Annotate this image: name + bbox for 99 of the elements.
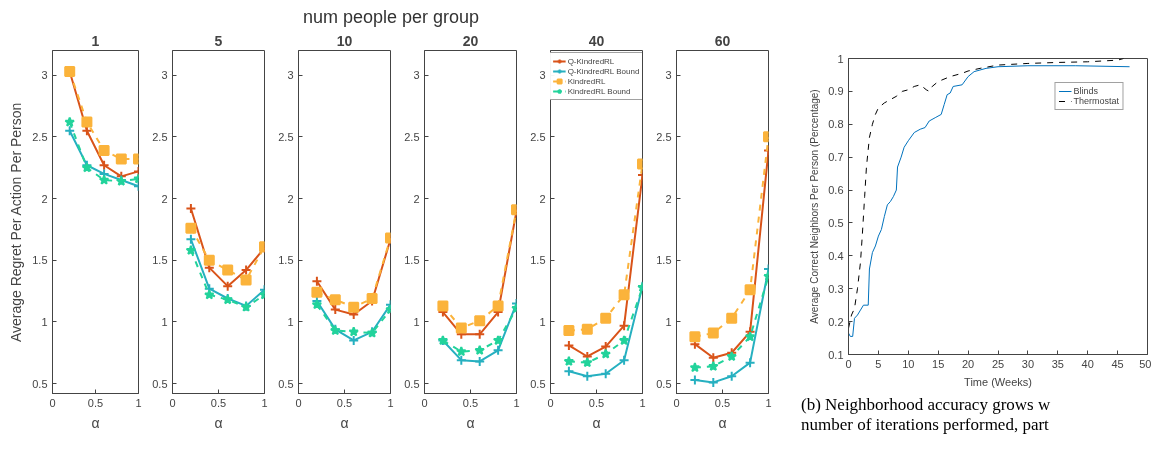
y-tick-label: 0.7 bbox=[828, 151, 844, 164]
y-tick-label: 3 bbox=[539, 69, 546, 82]
y-tick-label: 1 bbox=[287, 315, 294, 328]
x-tick-label: 50 bbox=[1139, 357, 1152, 370]
x-tick-label: 0.5 bbox=[588, 396, 605, 409]
legend-label: Q-KindredRL bbox=[567, 56, 615, 66]
y-tick-label: 2.5 bbox=[404, 130, 420, 143]
x-tick-label: 1 bbox=[135, 396, 142, 409]
x-tick-label: 0 bbox=[673, 396, 680, 409]
text: (b) Neighborhood accuracy grows w bbox=[801, 395, 1051, 414]
legend-label: Thermostat bbox=[1073, 96, 1119, 106]
chart-title: 60 bbox=[714, 32, 731, 49]
x-axis-title: α bbox=[340, 414, 349, 431]
x-tick-label: 0 bbox=[295, 396, 302, 409]
x-tick-label: 1 bbox=[765, 396, 772, 409]
y-tick-label: 3 bbox=[161, 69, 168, 82]
y-tick-label: 3 bbox=[665, 69, 672, 82]
y-tick-label: 2 bbox=[161, 192, 168, 205]
x-tick-label: 45 bbox=[1111, 357, 1124, 370]
x-tick-label: 20 bbox=[961, 357, 975, 370]
y-tick-label: 1 bbox=[413, 315, 420, 328]
y-tick-label: 0.5 bbox=[152, 377, 168, 390]
x-tick-label: 1 bbox=[513, 396, 520, 409]
y-tick-label: 1.5 bbox=[530, 254, 546, 267]
x-tick-label: 1 bbox=[261, 396, 268, 409]
chart-title: 40 bbox=[588, 32, 605, 49]
x-tick-label: 0.5 bbox=[210, 396, 227, 409]
y-tick-label: 1.5 bbox=[656, 254, 672, 267]
x-tick-label: 0.5 bbox=[714, 396, 731, 409]
chart-title: 1 bbox=[91, 32, 100, 49]
x-tick-label: 1 bbox=[387, 396, 394, 409]
y-tick-label: 0.4 bbox=[828, 249, 844, 262]
x-tick-label: 10 bbox=[902, 357, 915, 370]
y-tick-label: 2 bbox=[413, 192, 420, 205]
y-tick-label: 0.8 bbox=[828, 118, 844, 131]
y-tick-label: 0.9 bbox=[828, 85, 844, 98]
x-tick-label: 0.5 bbox=[462, 396, 479, 409]
y-tick-label: 1.5 bbox=[152, 254, 168, 267]
chart-title: 20 bbox=[462, 32, 479, 49]
x-tick-label: 0 bbox=[547, 396, 554, 409]
legend-label: Q-KindredRL Bound bbox=[567, 66, 640, 76]
x-axis-title: α bbox=[214, 414, 223, 431]
x-axis-title: α bbox=[466, 414, 475, 431]
y-tick-label: 0.5 bbox=[278, 377, 294, 390]
text: number of iterations performed, part bbox=[801, 415, 1049, 435]
y-tick-label: 1.5 bbox=[32, 254, 48, 267]
y-tick-label: 2.5 bbox=[656, 130, 672, 143]
y-tick-label: 3 bbox=[41, 69, 48, 82]
y-tick-label: 2.5 bbox=[278, 130, 294, 143]
x-tick-label: 0 bbox=[421, 396, 428, 409]
y-tick-label: 0.5 bbox=[656, 377, 672, 390]
y-axis-title: Average Regret Per Action Per Person bbox=[8, 102, 25, 343]
y-tick-label: 3 bbox=[287, 69, 294, 82]
y-tick-label: 2.5 bbox=[32, 130, 48, 143]
y-tick-label: 0.1 bbox=[828, 348, 844, 361]
y-tick-label: 0.3 bbox=[828, 282, 844, 295]
y-tick-label: 2.5 bbox=[152, 130, 168, 143]
y-tick-label: 0.5 bbox=[404, 377, 420, 390]
legend-label: KindredRL Bound bbox=[567, 86, 631, 96]
y-tick-label: 2 bbox=[539, 192, 546, 205]
text: num people per group bbox=[302, 6, 480, 29]
x-axis-title: α bbox=[718, 414, 727, 431]
y-tick-label: 1 bbox=[41, 315, 48, 328]
y-tick-label: 1 bbox=[161, 315, 168, 328]
x-tick-label: 0 bbox=[169, 396, 176, 409]
x-axis-title: Time (Weeks) bbox=[964, 375, 1032, 388]
y-tick-label: 1.5 bbox=[278, 254, 294, 267]
y-tick-label: 0.5 bbox=[32, 377, 48, 390]
y-tick-label: 1 bbox=[539, 315, 546, 328]
x-axis-title: α bbox=[592, 414, 601, 431]
x-tick-label: 35 bbox=[1051, 357, 1064, 370]
y-tick-label: 1 bbox=[665, 315, 672, 328]
y-tick-label: 1 bbox=[837, 52, 844, 65]
x-tick-label: 40 bbox=[1081, 357, 1094, 370]
legend-label: KindredRL bbox=[567, 76, 606, 86]
y-tick-label: 0.5 bbox=[828, 216, 844, 229]
x-tick-label: 1 bbox=[639, 396, 646, 409]
chart-title: 5 bbox=[214, 32, 223, 49]
y-tick-label: 0.5 bbox=[530, 377, 546, 390]
legend-label: Blinds bbox=[1073, 86, 1098, 96]
x-tick-label: 15 bbox=[932, 357, 945, 370]
x-tick-label: 25 bbox=[991, 357, 1005, 370]
y-tick-label: 1.5 bbox=[404, 254, 420, 267]
x-tick-label: 30 bbox=[1021, 357, 1035, 370]
y-tick-label: 2.5 bbox=[530, 130, 546, 143]
x-axis-title: α bbox=[91, 414, 100, 431]
y-tick-label: 0.2 bbox=[828, 315, 844, 328]
y-axis-title: Average Correct Neighbors Per Person (Percentage) bbox=[809, 89, 821, 324]
y-tick-label: 2 bbox=[41, 192, 48, 205]
x-tick-label: 5 bbox=[875, 357, 882, 370]
x-tick-label: 0.5 bbox=[336, 396, 353, 409]
y-tick-label: 3 bbox=[413, 69, 420, 82]
x-tick-label: 0 bbox=[845, 357, 852, 370]
x-tick-label: 0.5 bbox=[87, 396, 104, 409]
y-tick-label: 2 bbox=[665, 192, 672, 205]
y-tick-label: 0.6 bbox=[828, 184, 844, 197]
y-tick-label: 2 bbox=[287, 192, 294, 205]
chart-title: 10 bbox=[336, 32, 353, 49]
x-tick-label: 0 bbox=[49, 396, 56, 409]
